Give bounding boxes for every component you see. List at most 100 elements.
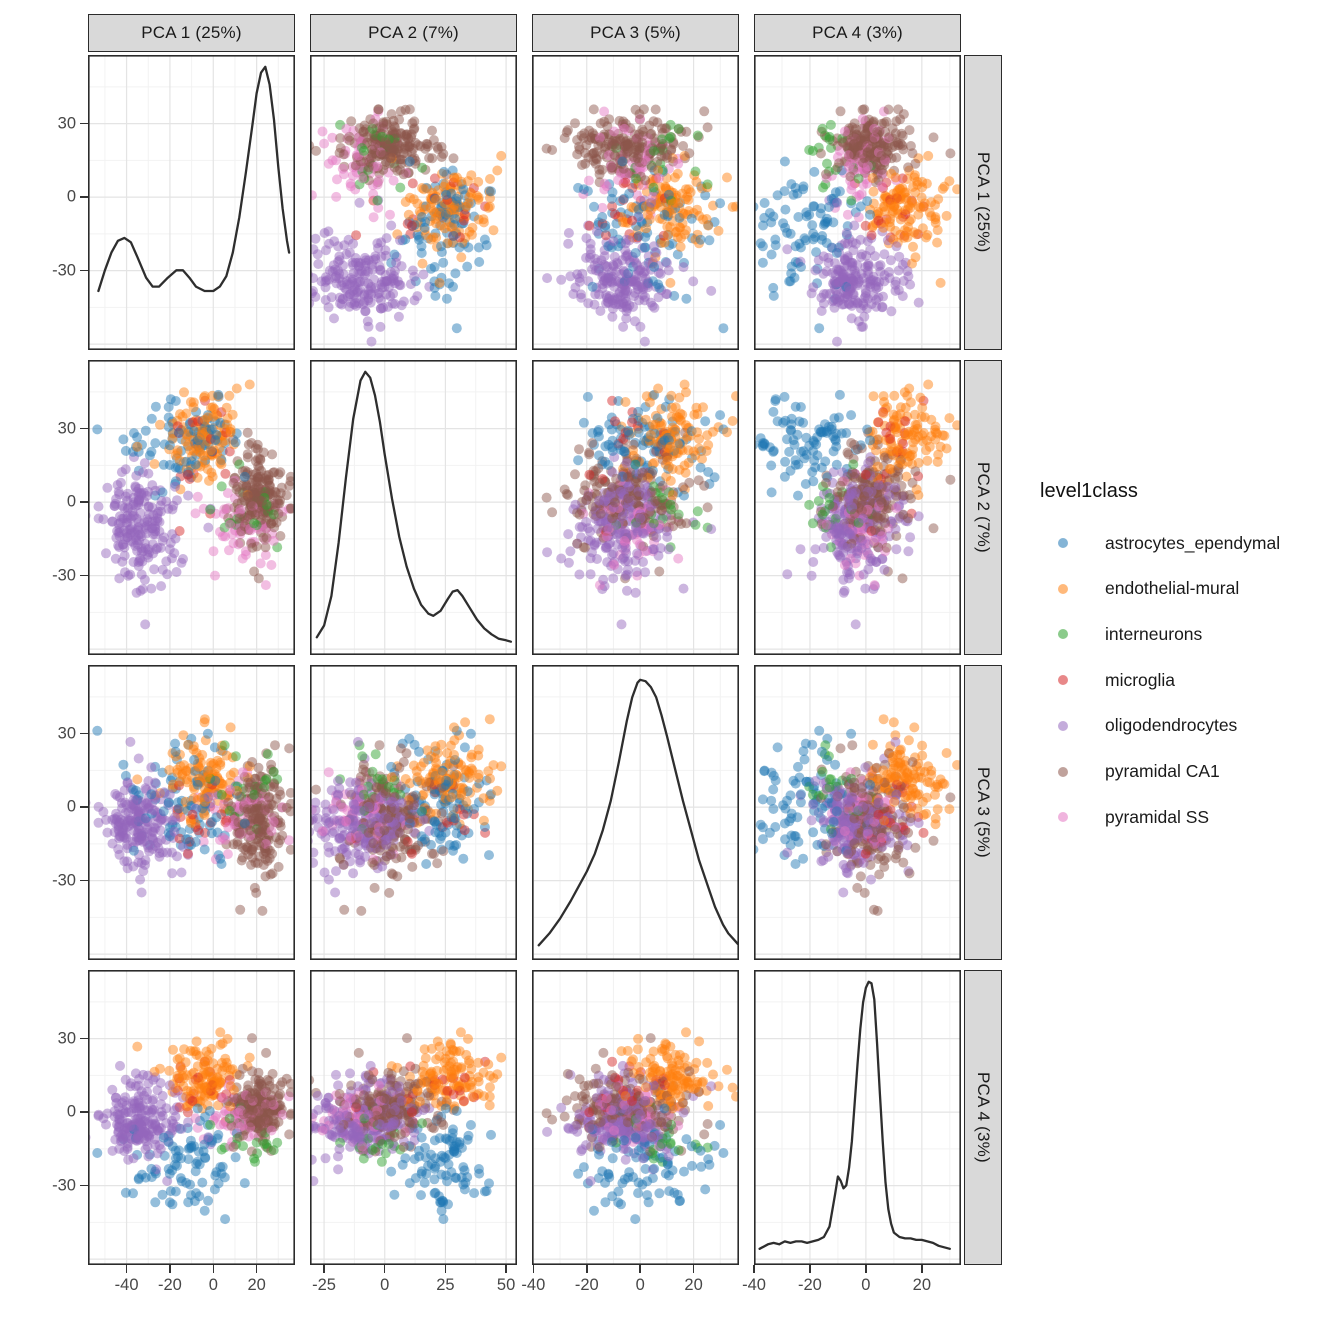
data-point xyxy=(681,293,692,304)
data-point xyxy=(572,507,583,518)
data-point xyxy=(867,222,878,233)
data-point xyxy=(821,173,832,184)
data-point xyxy=(882,141,893,152)
data-point xyxy=(873,261,884,272)
data-point xyxy=(851,546,862,557)
data-point xyxy=(889,193,900,204)
data-point xyxy=(253,791,264,802)
data-point xyxy=(417,258,428,269)
data-point xyxy=(634,513,645,524)
data-point xyxy=(197,427,208,438)
data-point xyxy=(615,135,626,146)
data-point xyxy=(849,133,860,144)
data-point xyxy=(627,417,637,428)
data-point xyxy=(386,137,397,148)
data-point xyxy=(122,777,133,788)
data-point xyxy=(858,273,869,284)
data-point xyxy=(597,283,608,294)
data-point xyxy=(664,133,675,144)
data-point xyxy=(808,476,819,487)
data-point xyxy=(852,540,863,551)
data-point xyxy=(624,139,635,150)
data-point xyxy=(143,842,154,853)
data-point xyxy=(884,463,895,474)
data-point xyxy=(388,145,399,156)
data-point xyxy=(832,523,843,534)
data-point xyxy=(918,202,929,212)
data-point xyxy=(618,481,629,492)
data-point xyxy=(231,789,242,799)
data-point xyxy=(887,446,898,457)
data-point xyxy=(651,247,662,258)
data-point xyxy=(414,797,425,808)
data-point xyxy=(944,176,955,187)
data-point xyxy=(457,782,468,793)
data-point xyxy=(256,800,267,811)
data-point xyxy=(199,783,210,794)
data-point xyxy=(620,476,631,487)
data-point xyxy=(199,714,210,725)
data-point xyxy=(150,778,161,789)
data-point xyxy=(853,529,863,540)
data-point xyxy=(241,481,252,492)
data-point xyxy=(410,158,421,169)
data-point xyxy=(813,513,824,524)
data-point xyxy=(386,257,397,268)
data-point xyxy=(577,522,588,533)
data-point xyxy=(373,292,384,303)
data-point xyxy=(831,197,842,208)
data-point xyxy=(860,291,871,302)
data-point xyxy=(622,501,633,512)
data-point xyxy=(144,509,155,520)
data-point xyxy=(385,139,396,150)
data-point xyxy=(131,806,142,817)
data-point xyxy=(888,234,899,245)
data-point xyxy=(674,392,685,403)
data-point xyxy=(897,173,908,184)
data-point xyxy=(562,490,573,500)
data-point xyxy=(662,221,673,232)
data-point xyxy=(192,440,203,451)
data-point xyxy=(251,799,262,810)
data-point xyxy=(454,232,465,243)
data-point xyxy=(808,201,819,212)
data-point xyxy=(647,300,658,311)
data-point xyxy=(632,260,643,271)
data-point xyxy=(891,491,902,502)
data-point xyxy=(400,834,410,845)
data-point xyxy=(578,417,589,428)
data-point xyxy=(380,137,391,148)
data-point xyxy=(848,531,859,542)
data-point xyxy=(618,217,629,228)
data-point xyxy=(639,467,650,478)
data-point xyxy=(405,812,416,822)
data-point xyxy=(389,121,399,132)
data-point xyxy=(672,153,683,164)
data-point xyxy=(167,772,178,783)
data-point xyxy=(708,426,718,437)
data-point xyxy=(607,228,618,239)
data-point xyxy=(845,149,856,160)
data-point xyxy=(857,137,867,148)
data-point xyxy=(231,821,242,832)
data-point xyxy=(341,249,352,260)
data-point xyxy=(591,265,601,276)
data-point xyxy=(609,126,620,137)
data-point xyxy=(310,244,319,255)
data-point xyxy=(637,218,648,229)
data-point xyxy=(694,443,705,454)
data-point xyxy=(462,198,473,208)
data-point xyxy=(661,522,672,533)
data-point xyxy=(859,104,870,115)
data-point xyxy=(826,242,837,253)
data-point xyxy=(885,199,896,210)
data-point xyxy=(856,535,867,546)
data-point xyxy=(125,569,136,580)
data-point xyxy=(245,518,256,529)
data-point xyxy=(887,208,898,218)
data-point xyxy=(351,293,362,304)
data-point xyxy=(209,742,220,753)
data-point xyxy=(585,238,596,249)
data-point xyxy=(854,139,865,150)
data-point xyxy=(697,183,707,194)
